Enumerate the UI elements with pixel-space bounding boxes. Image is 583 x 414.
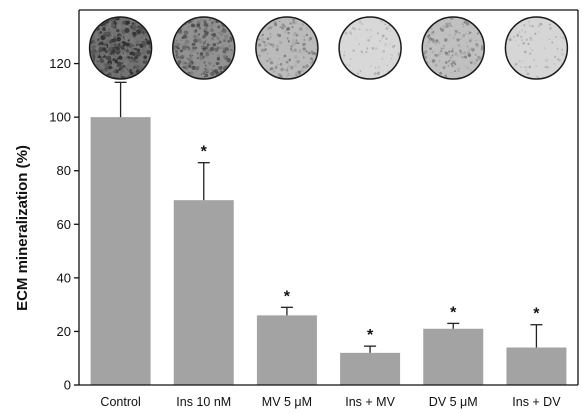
bars	[90, 117, 567, 386]
significance-markers: * * * * *	[201, 144, 541, 344]
well-image	[421, 16, 485, 80]
bar	[340, 352, 401, 385]
significance-star: *	[201, 144, 208, 161]
x-tick-label: Ins + MV	[345, 395, 395, 409]
bar	[90, 117, 151, 386]
bar	[173, 200, 234, 385]
significance-star: *	[367, 327, 374, 344]
y-ticks: 0 20 40 60 80 100 120	[49, 56, 79, 393]
error-bars	[114, 81, 543, 353]
well-image	[255, 16, 319, 80]
y-tick-label: 20	[57, 324, 71, 339]
well-image	[338, 16, 402, 80]
y-tick-label: 40	[57, 270, 71, 285]
significance-star: *	[533, 306, 540, 323]
well-image	[172, 16, 236, 80]
y-axis-title: ECM mineralization (%)	[14, 145, 31, 311]
x-tick-label: MV 5 μM	[262, 395, 312, 409]
x-tick-label: Control	[100, 395, 140, 409]
x-tick-label: DV 5 μM	[429, 395, 478, 409]
y-tick-label: 80	[57, 163, 71, 178]
axes	[78, 9, 579, 386]
bar	[506, 347, 567, 385]
y-tick-label: 0	[64, 378, 71, 393]
y-tick-label: 120	[49, 56, 71, 71]
x-tick-labels: Control Ins 10 nM MV 5 μM Ins + MV DV 5 μM In…	[100, 395, 561, 409]
x-tick-label: Ins + DV	[512, 395, 561, 409]
well-image	[504, 16, 569, 80]
well-images	[88, 16, 569, 80]
y-tick-label: 60	[57, 217, 71, 232]
bar	[423, 328, 484, 385]
significance-star: *	[450, 304, 457, 321]
well-image	[88, 16, 153, 80]
x-tick-label: Ins 10 nM	[176, 395, 231, 409]
significance-star: *	[284, 288, 291, 305]
bar	[256, 315, 317, 385]
y-tick-label: 100	[49, 110, 71, 125]
